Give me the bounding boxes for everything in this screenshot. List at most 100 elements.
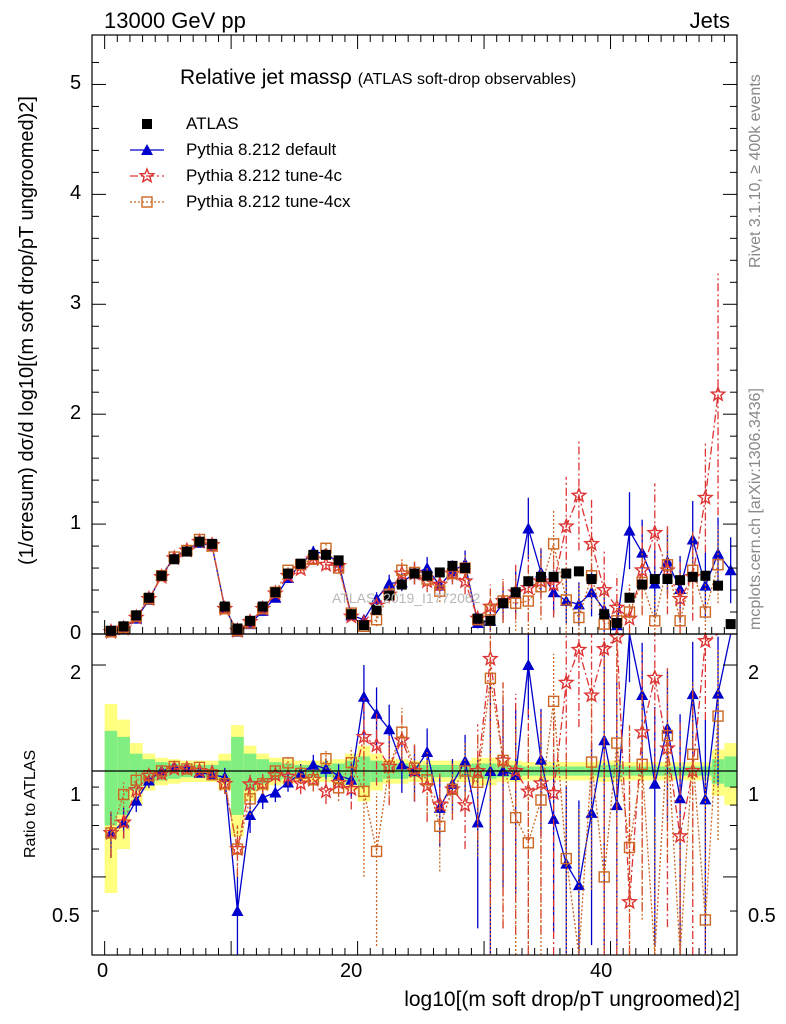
ratio-ytick-2-left: 2 — [70, 662, 82, 684]
data-point — [232, 623, 243, 634]
ratio-point — [699, 914, 712, 926]
ratio-point — [497, 754, 509, 767]
main-ytick-1: 1 — [70, 512, 82, 534]
data-point — [456, 572, 474, 589]
axes-frame — [91, 34, 738, 956]
ratio-point — [292, 774, 310, 791]
ratio-point — [231, 905, 244, 917]
ratio-point — [623, 841, 636, 854]
data-point — [509, 597, 522, 609]
ratio-point — [181, 763, 193, 775]
ratio-point — [585, 756, 598, 768]
ratio-point — [320, 753, 332, 765]
ratio-point — [595, 639, 613, 657]
data-point — [317, 555, 335, 572]
data-point — [421, 562, 434, 574]
data-point — [295, 558, 306, 569]
header-right: Jets — [689, 8, 730, 33]
data-point — [371, 604, 382, 615]
ratio-ytick-1-left: 1 — [70, 784, 82, 806]
data-point — [431, 575, 449, 592]
main-ytick-2: 2 — [70, 402, 82, 424]
data-point — [156, 570, 167, 581]
data-point — [484, 604, 497, 616]
ratio-point — [611, 737, 623, 749]
ratio-point — [484, 672, 497, 685]
ratio-point — [434, 820, 446, 832]
series-line-ratio — [110, 678, 719, 956]
data-point — [709, 385, 727, 402]
ratio-point — [674, 792, 687, 804]
ratio-point — [370, 707, 383, 719]
data-point — [396, 579, 407, 590]
legend-label-default: Pythia 8.212 default — [186, 140, 337, 159]
data-point — [383, 577, 396, 589]
data-point — [572, 598, 585, 610]
ratio-point — [330, 773, 348, 791]
ratio-point — [421, 746, 434, 758]
data-point — [713, 580, 724, 591]
legend-label-atlas: ATLAS — [186, 114, 239, 133]
ratio-point — [117, 788, 130, 801]
mcplots-label: mcplots.cern.ch [arXiv:1306.3436] — [747, 388, 764, 630]
ratio-ytick-05-left: 0.5 — [52, 905, 80, 927]
ratio-point — [661, 729, 674, 742]
ratio-band-inner — [104, 730, 118, 826]
ratio-ytick-05-right: 0.5 — [748, 905, 776, 927]
ratio-point — [282, 757, 294, 769]
xtick-40: 40 — [590, 960, 613, 982]
y-axis-label-ratio: Ratio to ATLAS — [22, 749, 39, 858]
ratio-point — [294, 767, 307, 780]
data-point — [633, 561, 651, 578]
ratio-point — [408, 762, 421, 774]
data-point — [333, 555, 344, 566]
ratio-point — [357, 690, 370, 702]
main-ytick-5: 5 — [70, 72, 82, 94]
y-axis-label-main: (1/σresum) dσ/d log10[(m soft drop/pT un… — [16, 96, 38, 565]
data-point — [472, 613, 483, 624]
data-point — [560, 594, 572, 606]
data-point — [485, 615, 496, 626]
legend-item-atlas: ATLAS — [186, 114, 239, 134]
rivet-label: Rivet 3.1.10, ≥ 400k events — [747, 74, 764, 268]
data-point — [687, 571, 698, 582]
ratio-point — [646, 668, 664, 685]
data-point — [219, 601, 230, 612]
header-left: 13000 GeV pp — [104, 8, 246, 33]
data-point — [548, 571, 559, 582]
data-point — [283, 568, 294, 579]
data-point — [169, 554, 180, 565]
ratio-point — [598, 871, 610, 883]
legend-marker-2 — [138, 167, 156, 184]
data-point — [510, 587, 521, 598]
watermark: ATLAS_2019_I1772062 — [332, 590, 481, 606]
ratio-point — [244, 793, 256, 805]
main-ytick-0: 0 — [70, 622, 82, 644]
ratio-point — [547, 812, 560, 824]
data-point — [675, 575, 686, 586]
data-point — [434, 567, 445, 578]
data-point — [724, 564, 737, 576]
ratio-point — [583, 686, 601, 703]
ratio-point — [307, 774, 320, 786]
ratio-point — [383, 760, 395, 773]
ratio-point — [241, 775, 259, 792]
ratio-point — [547, 695, 560, 708]
data-point — [637, 579, 648, 590]
ratio-point — [317, 782, 335, 799]
chart-title-sub: (ATLAS soft-drop observables) — [357, 71, 577, 88]
ratio-point — [421, 774, 433, 786]
data-point — [649, 574, 660, 585]
ratio-point — [560, 852, 572, 865]
ratio-point — [557, 673, 575, 690]
ratio-point — [383, 723, 396, 735]
data-point — [396, 564, 408, 576]
ratio-point — [256, 791, 269, 803]
ratio-point — [636, 758, 648, 771]
ratio-point — [127, 781, 145, 798]
data-point — [105, 625, 116, 636]
ratio-point — [257, 778, 269, 790]
legend-marker-0 — [142, 119, 152, 129]
ratio-point — [608, 628, 626, 645]
